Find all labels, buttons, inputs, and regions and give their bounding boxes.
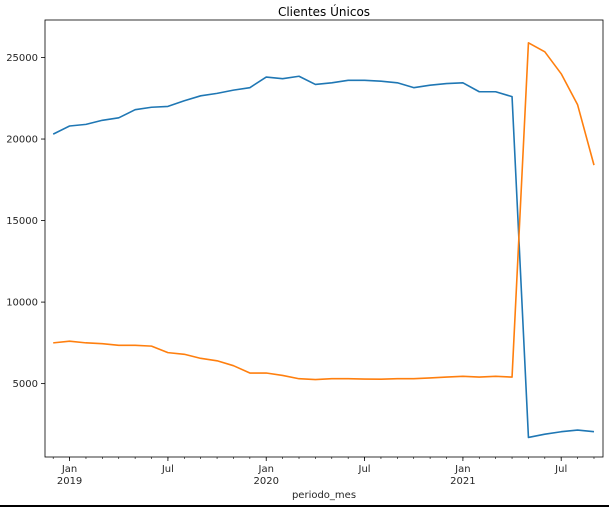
x-tick-label: Jan [454, 464, 470, 475]
x-tick-year-label: 2021 [450, 476, 475, 487]
x-axis-label: periodo_mes [292, 490, 356, 501]
bottom-divider [0, 505, 609, 507]
x-tick-label: Jul [161, 464, 174, 475]
y-tick-label: 5000 [13, 379, 38, 390]
y-tick-label: 20000 [6, 135, 38, 146]
y-tick-label: 25000 [6, 53, 38, 64]
series-line-2 [53, 42, 595, 381]
x-tick-year-label: 2020 [254, 476, 279, 487]
y-axis: 5000 10000 15000 20000 25000 [6, 53, 45, 390]
chart-title: Clientes Únicos [278, 4, 370, 19]
y-tick-label: 10000 [6, 298, 38, 309]
x-tick-label: Jan [61, 464, 77, 475]
x-tick-label: Jan [258, 464, 274, 475]
series-line-1 [52, 75, 595, 439]
y-tick-label: 15000 [6, 216, 38, 227]
x-tick-label: Jul [358, 464, 371, 475]
x-tick-label: Jul [554, 464, 567, 475]
x-tick-year-label: 2019 [57, 476, 82, 487]
plot-area [44, 19, 604, 458]
plot-frame [44, 19, 604, 458]
